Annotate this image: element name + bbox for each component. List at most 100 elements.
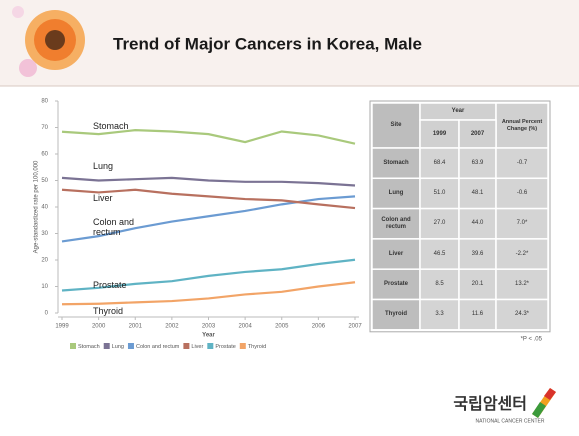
series-line (61, 258, 356, 292)
header-band (0, 0, 579, 86)
table-cell-box: Liver (388, 250, 404, 257)
line-label: Stomach (93, 121, 129, 131)
line-label: Prostate (93, 280, 127, 290)
y-tick-label: 40 (41, 205, 48, 211)
table-cell-text: 63.9 (471, 159, 484, 166)
flower (12, 6, 85, 77)
table-cell-text: 11.6 (471, 311, 484, 318)
table-cell (371, 238, 421, 270)
table-cell-box: 13.2* (514, 280, 529, 287)
table-cell-text: Prostate (383, 280, 408, 287)
table-cell-text: 48.1 (471, 189, 484, 196)
table-cell-text: Thyroid (385, 311, 407, 318)
table-cell (419, 238, 460, 270)
table-cell-box: 20.1 (472, 281, 484, 287)
legend-label: Stomach (78, 344, 100, 350)
series-line (61, 176, 356, 187)
legend-swatch (70, 343, 76, 349)
x-tick-label: 2001 (129, 324, 143, 330)
series-line (61, 129, 356, 145)
x-tick-label: 1999 (55, 324, 69, 330)
line-label-box: Colon and rectum (93, 217, 135, 237)
x-tick-label: 2003 (202, 324, 216, 330)
line-label-box: Lung (93, 161, 113, 171)
table-cell-box: 27.0 (433, 220, 446, 227)
table-cell-text: 2007 (470, 130, 485, 137)
table-cell-box: 24.3* (515, 311, 529, 317)
table-cell-box: Prostate (383, 280, 408, 287)
table-cell-text: Year (451, 108, 465, 114)
table-cell (371, 298, 421, 331)
table-cell-box: 51.0 (434, 190, 446, 196)
table-cell-box: 2007 (470, 130, 485, 137)
legend-label: Liver (191, 344, 203, 350)
table-cell-box: 11.6 (471, 311, 484, 318)
x-tick-label: 2000 (92, 324, 106, 330)
table-cell-box: 39.6 (472, 251, 484, 257)
x-axis-title: Year (202, 333, 215, 339)
table-cell-box: Year (451, 108, 465, 114)
table-cell-text: 44.0 (471, 220, 484, 227)
table-cell-text: Stomach (383, 159, 409, 166)
x-tick-label: 2007 (348, 324, 362, 330)
y-tick-label: 70 (41, 125, 48, 131)
line-label-box: Thyroid (93, 306, 124, 316)
legend-label: Lung (112, 344, 124, 350)
table-cell-box: 8.5 (435, 280, 444, 287)
table-cell (495, 207, 549, 240)
table-cell-text: 46.5 (433, 250, 446, 257)
table-cell-box: -0.6 (517, 190, 527, 196)
table-cell-box: 68.4 (434, 160, 446, 166)
table-cell-box: 44.0 (471, 220, 484, 227)
x-tick-label: 2005 (275, 324, 289, 330)
table-cell (495, 147, 549, 180)
legend-label: Prostate (215, 344, 235, 350)
x-tick-label: 2002 (165, 324, 179, 330)
table-cell (371, 102, 421, 149)
table-cell (495, 268, 549, 301)
table-cell-text: Liver (388, 250, 404, 257)
legend-swatch (127, 343, 134, 349)
series-line (61, 188, 356, 210)
table-cell-box: -2.2* (515, 250, 529, 257)
logo-name: 국립암센터 (453, 394, 527, 413)
line-label: Thyroid (93, 306, 124, 316)
table-cell-box: 48.1 (471, 189, 484, 196)
y-tick-label: 80 (41, 99, 48, 105)
legend-swatch (207, 343, 214, 349)
table-cell (419, 207, 460, 240)
line-label: Colon and rectum (93, 217, 135, 237)
y-tick-label: 20 (41, 258, 48, 264)
table-footnote: *P < .05 (521, 336, 543, 342)
table-cell-box: Site (390, 122, 401, 128)
table-cell-text: Annual Percent Change (%) (501, 119, 543, 132)
table-cell-box: 3.3 (435, 311, 443, 317)
table-cell-box: -0.7 (516, 159, 528, 166)
line-label-box: Liver (93, 193, 113, 203)
legend-swatch (103, 343, 110, 349)
legend-swatch (239, 343, 246, 349)
table-cell-box: 46.5 (433, 250, 446, 257)
y-axis-title: Age-standardized rate per 100,000 (34, 160, 40, 253)
table-cell (458, 298, 497, 331)
table-cell-text: 13.2* (514, 280, 529, 287)
y-tick-label: 0 (45, 311, 49, 317)
y-tick-label: 10 (41, 284, 48, 290)
table-cell-text: 27.0 (433, 220, 446, 227)
legend-swatch (183, 343, 190, 349)
table-cell-box: 1999 (433, 131, 446, 137)
table-cell-text: 8.5 (435, 280, 444, 287)
table-cell-text: -2.2* (515, 250, 529, 257)
legend-label: Colon and rectum (136, 344, 180, 350)
y-tick-label: 50 (41, 178, 48, 184)
y-tick-label: 30 (41, 231, 48, 237)
table-cell-box: Lung (389, 190, 404, 196)
table-cell-text: -0.7 (516, 159, 528, 166)
table-cell (371, 177, 421, 210)
y-tick-label: 60 (41, 152, 48, 158)
table-cell (495, 102, 549, 149)
table-cell-box: Colon and rectum (381, 217, 410, 230)
series-line (61, 281, 356, 306)
